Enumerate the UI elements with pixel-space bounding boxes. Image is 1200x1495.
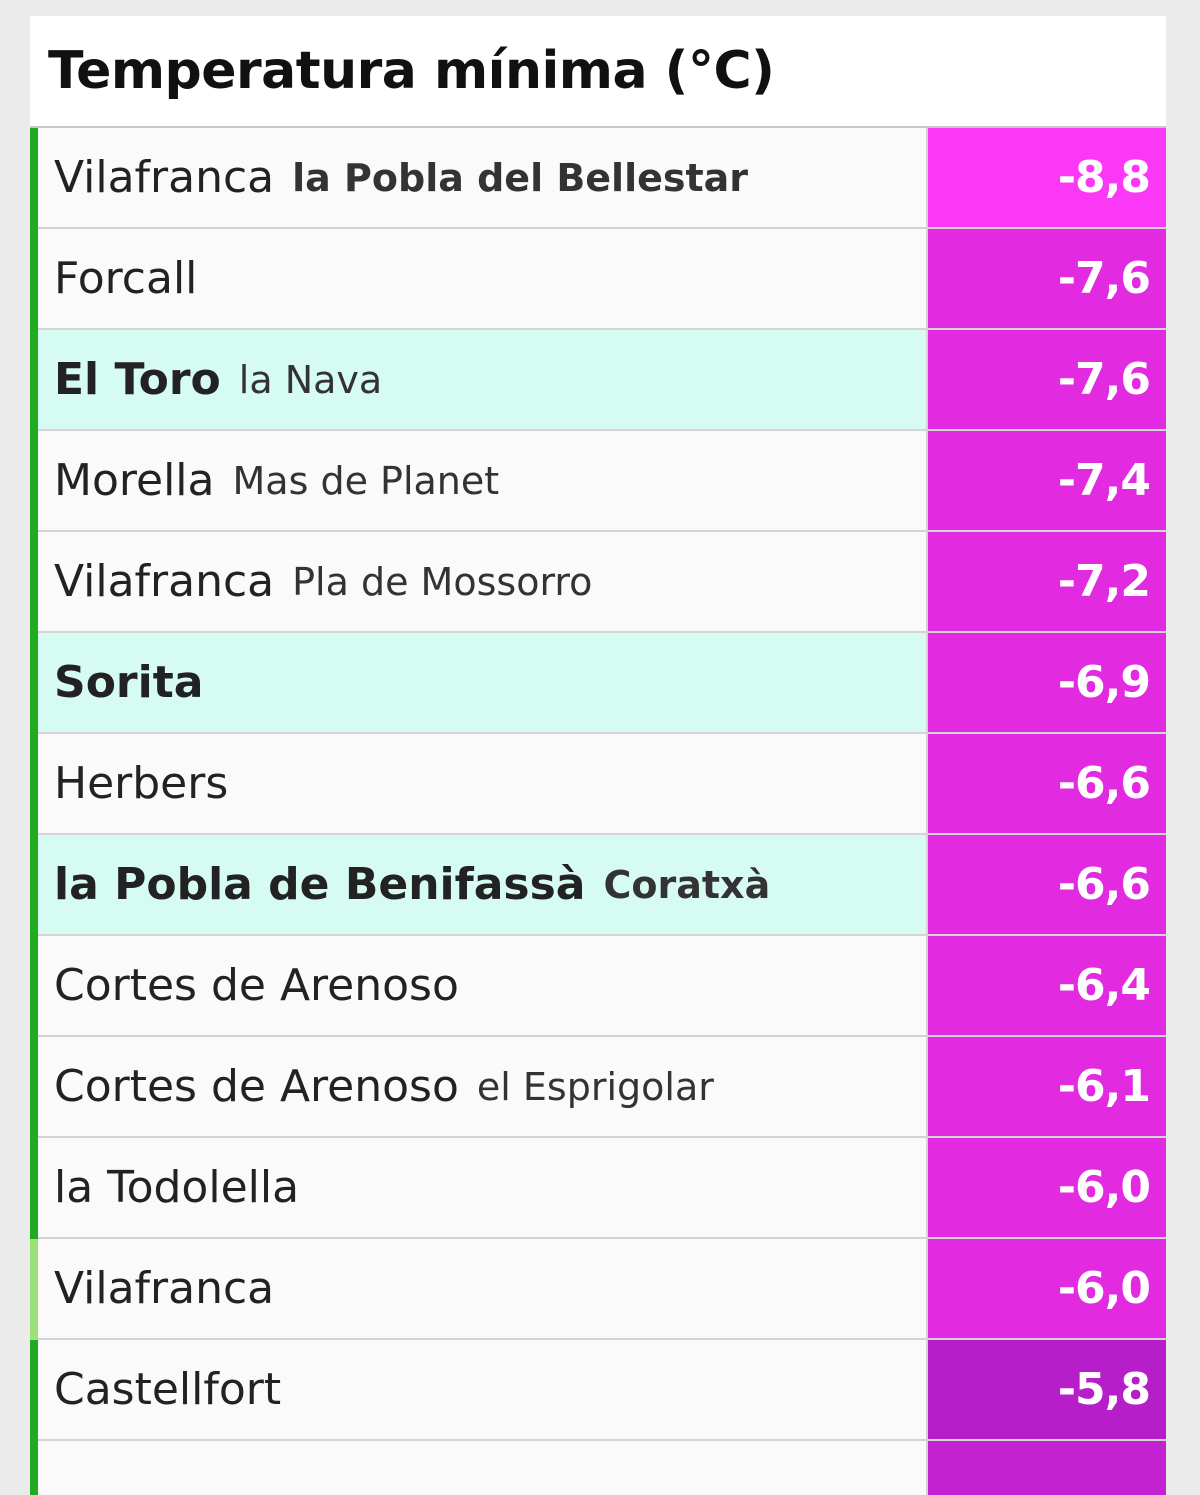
station-row[interactable]: Vilafranca Pla de Mossorro -7,2: [30, 532, 1166, 633]
station-row[interactable]: [30, 1441, 1166, 1495]
station-status-bar: [30, 229, 38, 330]
station-subname: Coratxà: [603, 862, 771, 907]
temperature-value: -7,6: [928, 330, 1166, 429]
station-row[interactable]: la Todolella -6,0: [30, 1138, 1166, 1239]
temperature-value: -6,6: [928, 734, 1166, 833]
station-row[interactable]: Herbers -6,6: [30, 734, 1166, 835]
station-name-cell: Sorita: [30, 633, 928, 732]
station-status-bar: [30, 1239, 38, 1340]
station-name: Cortes de Arenoso: [54, 1061, 459, 1112]
temperature-value: -7,2: [928, 532, 1166, 631]
temperature-value: -6,4: [928, 936, 1166, 1035]
temperature-value: -5,8: [928, 1340, 1166, 1439]
station-name-cell: Forcall: [30, 229, 928, 328]
station-status-bar: [30, 1441, 38, 1495]
station-name: Castellfort: [54, 1364, 282, 1415]
station-status-bar: [30, 734, 38, 835]
station-name-cell: la Todolella: [30, 1138, 928, 1237]
station-row[interactable]: Cortes de Arenoso el Esprigolar -6,1: [30, 1037, 1166, 1138]
station-name: Herbers: [54, 758, 229, 809]
temperature-value: -6,1: [928, 1037, 1166, 1136]
min-temperature-panel: Temperatura mínima (°C) Vilafranca la Po…: [30, 16, 1166, 1495]
station-subname: la Nava: [238, 357, 383, 402]
station-name: Forcall: [54, 253, 198, 304]
station-name-cell: Vilafranca: [30, 1239, 928, 1338]
station-list: Vilafranca la Pobla del Bellestar -8,8 F…: [30, 128, 1166, 1495]
station-subname: la Pobla del Bellestar: [292, 155, 749, 200]
station-row[interactable]: la Pobla de Benifassà Coratxà -6,6: [30, 835, 1166, 936]
station-row[interactable]: Sorita -6,9: [30, 633, 1166, 734]
station-name: la Pobla de Benifassà: [54, 859, 586, 910]
station-name-cell: Morella Mas de Planet: [30, 431, 928, 530]
station-name-cell: [30, 1441, 928, 1495]
station-name: Vilafranca: [54, 152, 275, 203]
station-status-bar: [30, 128, 38, 229]
station-status-bar: [30, 1340, 38, 1441]
station-name-cell: la Pobla de Benifassà Coratxà: [30, 835, 928, 934]
station-row[interactable]: El Toro la Nava -7,6: [30, 330, 1166, 431]
station-name-cell: Castellfort: [30, 1340, 928, 1439]
station-row[interactable]: Cortes de Arenoso -6,4: [30, 936, 1166, 1037]
station-subname: Mas de Planet: [232, 458, 500, 503]
station-name: Cortes de Arenoso: [54, 960, 459, 1011]
station-row[interactable]: Forcall -7,6: [30, 229, 1166, 330]
station-status-bar: [30, 330, 38, 431]
temperature-value: -8,8: [928, 128, 1166, 227]
station-name-cell: Vilafranca Pla de Mossorro: [30, 532, 928, 631]
station-name: Morella: [54, 455, 215, 506]
station-status-bar: [30, 532, 38, 633]
station-name-cell: Cortes de Arenoso: [30, 936, 928, 1035]
station-name: Vilafranca: [54, 556, 275, 607]
station-name-cell: Cortes de Arenoso el Esprigolar: [30, 1037, 928, 1136]
station-status-bar: [30, 633, 38, 734]
station-status-bar: [30, 431, 38, 532]
station-row[interactable]: Vilafranca -6,0: [30, 1239, 1166, 1340]
temperature-value: -6,0: [928, 1138, 1166, 1237]
station-name-cell: El Toro la Nava: [30, 330, 928, 429]
temperature-value: -7,6: [928, 229, 1166, 328]
station-row[interactable]: Vilafranca la Pobla del Bellestar -8,8: [30, 128, 1166, 229]
station-name: Vilafranca: [54, 1263, 275, 1314]
station-row[interactable]: Morella Mas de Planet -7,4: [30, 431, 1166, 532]
station-status-bar: [30, 835, 38, 936]
station-subname: Pla de Mossorro: [292, 559, 593, 604]
temperature-value: -6,9: [928, 633, 1166, 732]
station-name-cell: Herbers: [30, 734, 928, 833]
station-status-bar: [30, 1037, 38, 1138]
temperature-value: [928, 1441, 1166, 1495]
station-name: El Toro: [54, 354, 221, 405]
station-name: la Todolella: [54, 1162, 300, 1213]
station-name: Sorita: [54, 657, 204, 708]
station-status-bar: [30, 936, 38, 1037]
station-status-bar: [30, 1138, 38, 1239]
station-subname: el Esprigolar: [476, 1064, 714, 1109]
station-name-cell: Vilafranca la Pobla del Bellestar: [30, 128, 928, 227]
temperature-value: -7,4: [928, 431, 1166, 530]
station-row[interactable]: Castellfort -5,8: [30, 1340, 1166, 1441]
temperature-value: -6,6: [928, 835, 1166, 934]
temperature-value: -6,0: [928, 1239, 1166, 1338]
panel-title: Temperatura mínima (°C): [30, 16, 1166, 128]
